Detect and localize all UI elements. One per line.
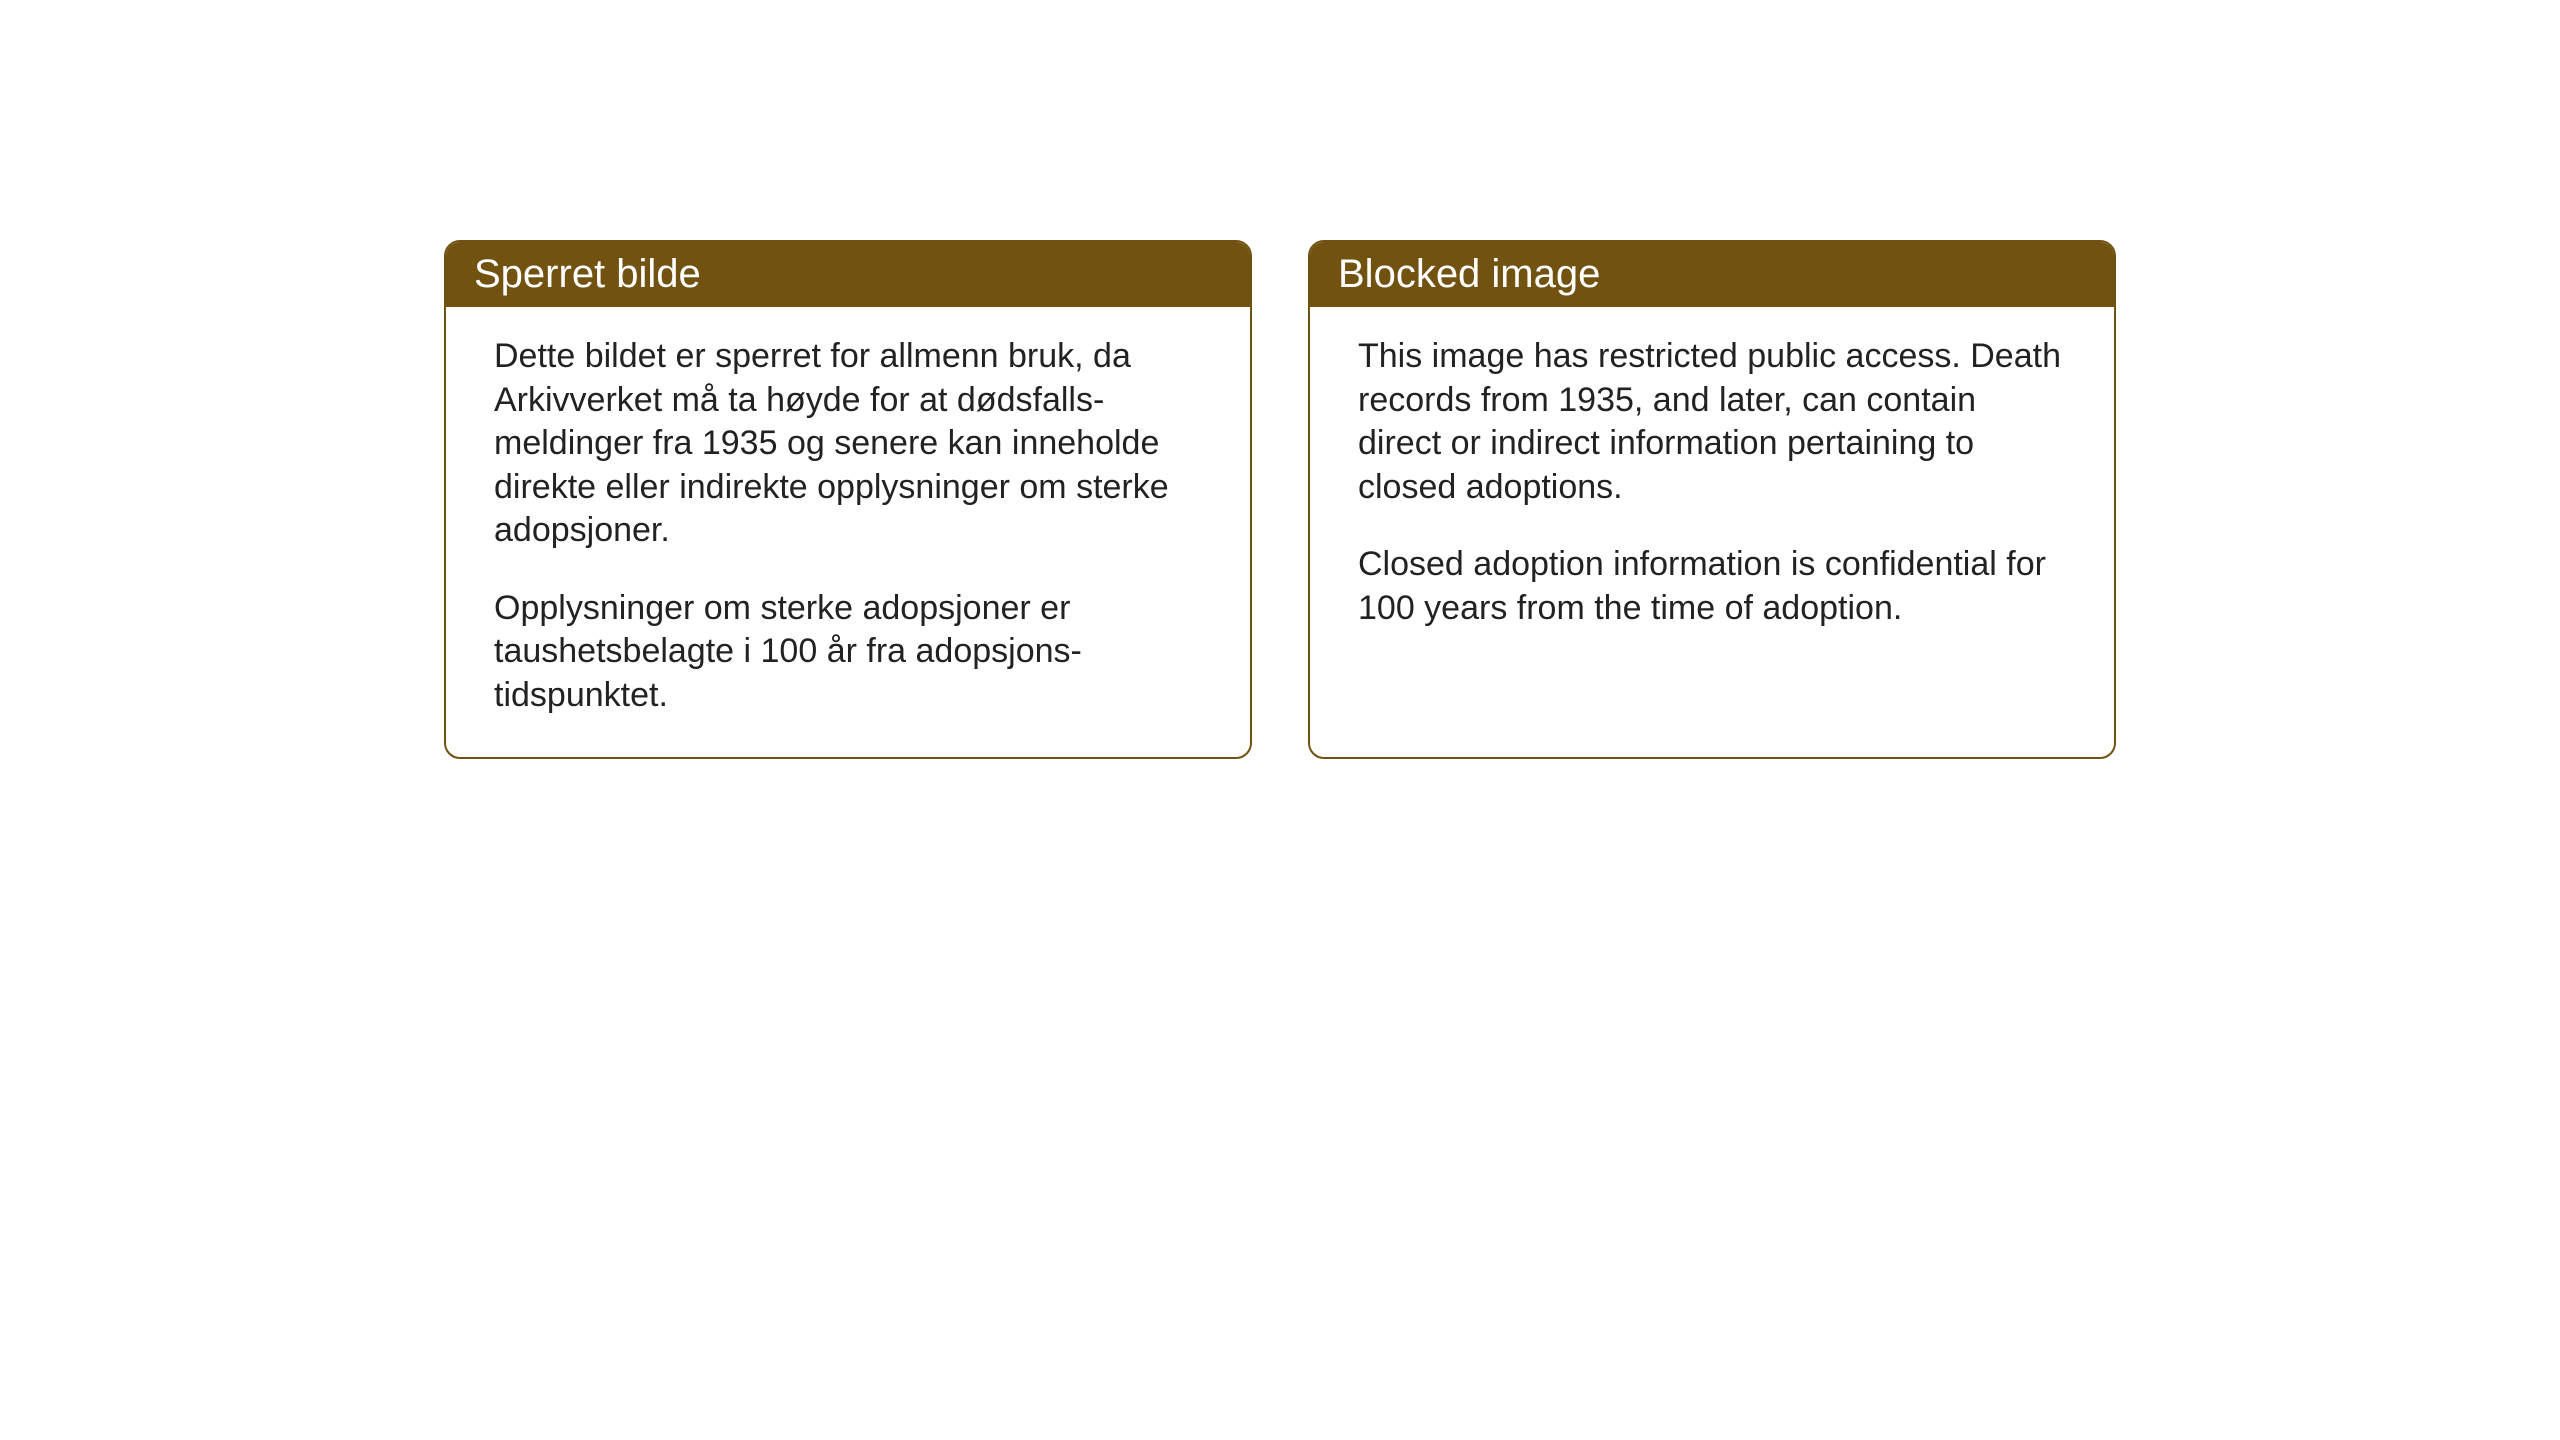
notice-box-english: Blocked image This image has restricted … xyxy=(1308,240,2116,759)
notice-body-english: This image has restricted public access.… xyxy=(1310,307,2114,670)
notice-paragraph-1-english: This image has restricted public access.… xyxy=(1358,335,2066,509)
notice-header-english: Blocked image xyxy=(1310,242,2114,307)
notice-paragraph-1-norwegian: Dette bildet er sperret for allmenn bruk… xyxy=(494,335,1202,553)
notice-container: Sperret bilde Dette bildet er sperret fo… xyxy=(444,240,2116,759)
notice-header-norwegian: Sperret bilde xyxy=(446,242,1250,307)
notice-box-norwegian: Sperret bilde Dette bildet er sperret fo… xyxy=(444,240,1252,759)
notice-paragraph-2-norwegian: Opplysninger om sterke adopsjoner er tau… xyxy=(494,587,1202,718)
notice-body-norwegian: Dette bildet er sperret for allmenn bruk… xyxy=(446,307,1250,757)
notice-paragraph-2-english: Closed adoption information is confident… xyxy=(1358,543,2066,630)
